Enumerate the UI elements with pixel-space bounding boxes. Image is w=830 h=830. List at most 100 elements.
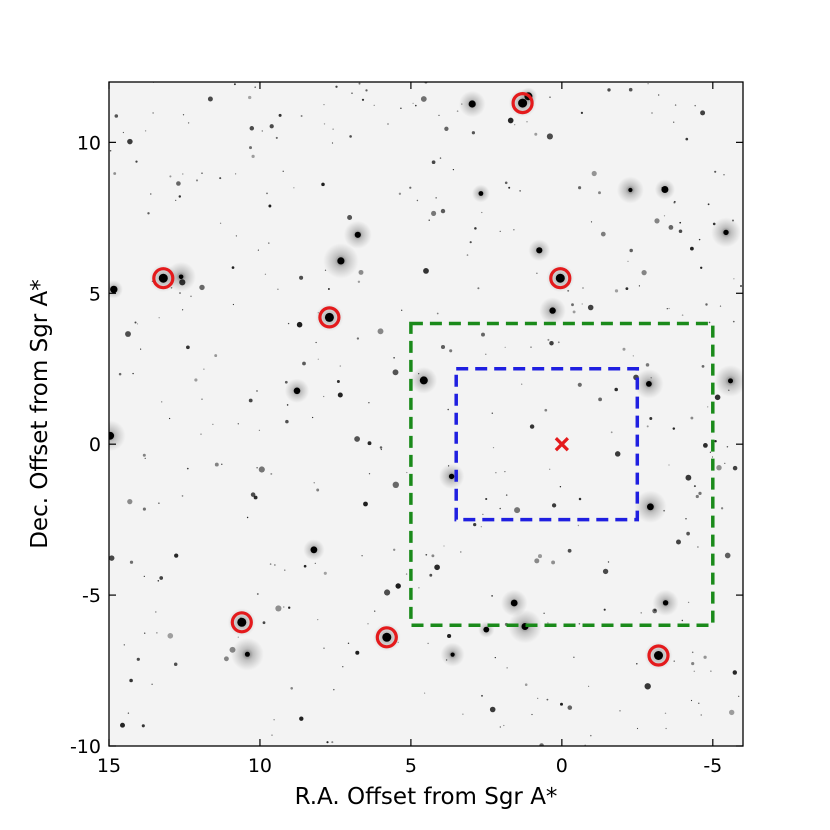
- background-star: [326, 741, 329, 744]
- background-star: [587, 304, 594, 311]
- bright-star: [419, 376, 428, 385]
- background-star: [201, 172, 203, 174]
- background-star: [156, 632, 158, 634]
- background-star: [444, 126, 449, 131]
- background-star: [109, 555, 115, 561]
- background-star: [697, 546, 699, 548]
- background-star: [182, 309, 184, 311]
- background-star: [125, 331, 131, 337]
- background-star: [524, 683, 528, 686]
- bright-star: [646, 381, 652, 387]
- background-star: [480, 526, 482, 528]
- background-star: [392, 481, 399, 488]
- marked-star-circle: [318, 306, 341, 329]
- background-star: [658, 94, 660, 96]
- background-star: [440, 208, 446, 214]
- background-star: [368, 473, 371, 475]
- background-star: [420, 96, 427, 102]
- bright-star: [628, 187, 633, 193]
- background-star: [314, 562, 316, 565]
- background-star: [237, 423, 239, 425]
- background-star: [347, 642, 350, 645]
- background-star: [254, 86, 256, 88]
- background-star: [368, 402, 370, 404]
- background-star: [627, 260, 629, 262]
- background-star: [674, 104, 677, 106]
- background-star: [440, 344, 446, 350]
- background-star: [636, 727, 639, 730]
- background-star: [685, 518, 687, 520]
- background-star: [288, 606, 291, 609]
- background-star: [416, 199, 419, 202]
- marked-star-core: [518, 98, 528, 108]
- marked-star-circle: [375, 626, 398, 649]
- background-star: [161, 401, 163, 403]
- plot-area: [108, 81, 744, 747]
- marked-star-core: [324, 312, 334, 322]
- background-star: [120, 722, 125, 728]
- background-star: [321, 182, 325, 187]
- background-star: [332, 128, 334, 130]
- background-star: [495, 472, 497, 474]
- background-star: [361, 554, 363, 557]
- x-tick-label: 5: [405, 755, 417, 777]
- background-star: [732, 465, 738, 471]
- background-star: [380, 448, 382, 451]
- background-star: [246, 516, 249, 519]
- background-star: [129, 560, 134, 564]
- bright-star: [310, 546, 318, 554]
- background-star: [676, 539, 681, 545]
- background-star: [266, 192, 268, 195]
- marked-star-core: [237, 617, 247, 627]
- background-star: [127, 712, 130, 714]
- background-star: [339, 365, 342, 367]
- background-star: [549, 340, 554, 346]
- background-star: [175, 199, 177, 202]
- background-star: [393, 357, 395, 359]
- background-star: [299, 716, 304, 721]
- background-star: [299, 275, 304, 280]
- background-star: [406, 471, 408, 474]
- bright-star: [468, 100, 476, 108]
- background-star: [716, 465, 722, 471]
- background-star: [536, 272, 538, 274]
- background-star: [723, 174, 725, 176]
- y-tick-label: -10: [70, 736, 101, 758]
- background-star: [539, 743, 544, 746]
- background-star: [315, 341, 317, 344]
- background-star: [293, 187, 295, 189]
- background-star: [572, 310, 576, 314]
- background-star: [607, 88, 611, 92]
- background-star: [282, 170, 284, 172]
- sgr-a-marker-stroke: [554, 437, 569, 452]
- background-star: [641, 269, 647, 276]
- background-star: [174, 553, 179, 558]
- background-star: [412, 102, 414, 105]
- background-star: [614, 387, 618, 392]
- background-star: [673, 660, 675, 662]
- background-star: [313, 482, 315, 484]
- background-star: [409, 186, 412, 189]
- background-star: [663, 215, 666, 217]
- background-star: [323, 103, 325, 106]
- background-star: [491, 595, 493, 597]
- background-star: [122, 131, 125, 134]
- background-star: [686, 531, 690, 536]
- background-star: [142, 453, 146, 457]
- background-star: [395, 583, 401, 589]
- background-star: [543, 612, 545, 614]
- bright-star: [510, 599, 518, 607]
- background-star: [738, 695, 740, 697]
- background-star: [654, 218, 660, 224]
- background-star: [300, 115, 303, 117]
- background-star: [144, 457, 146, 460]
- bright-star: [450, 652, 455, 657]
- background-star: [232, 303, 234, 306]
- x-axis: 15 10 5 0 -5: [97, 82, 722, 777]
- background-star: [740, 285, 742, 287]
- background-star: [580, 111, 584, 115]
- background-star: [284, 380, 288, 384]
- background-star: [732, 670, 738, 675]
- background-star: [387, 123, 389, 125]
- regions: [409, 321, 715, 628]
